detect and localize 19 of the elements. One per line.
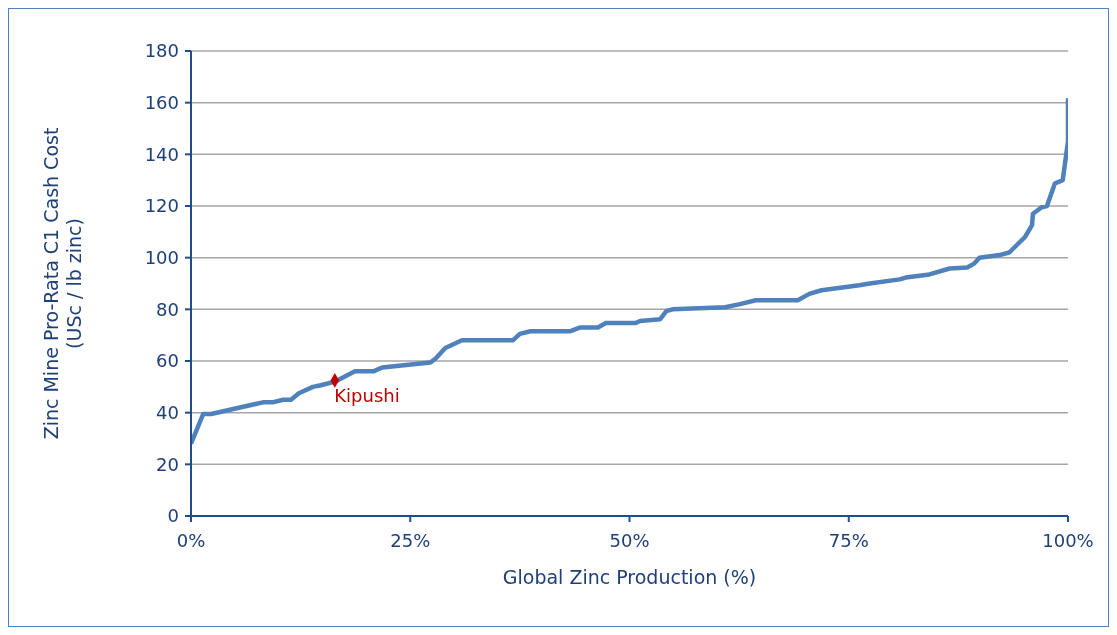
y-tick-label: 160	[144, 92, 179, 114]
x-tick-label: 75%	[828, 529, 869, 551]
y-tick-label: 120	[144, 195, 179, 217]
x-axis-title: Global Zinc Production (%)	[502, 566, 757, 588]
y-tick-label: 0	[167, 505, 179, 527]
y-tick-label: 60	[156, 350, 179, 372]
x-tick-label: 50%	[609, 529, 650, 551]
y-tick-label: 40	[156, 402, 179, 424]
y-tick-label: 180	[144, 40, 179, 62]
x-tick-label: 25%	[390, 529, 431, 551]
line-series	[191, 96, 1068, 446]
y-axis-title: Zinc Mine Pro-Rata C1 Cash Cost (USc / lb zinc)	[39, 127, 85, 440]
y-tick-label: 20	[156, 453, 179, 475]
x-tick-label: 0%	[176, 529, 206, 551]
y-tick-label: 140	[144, 143, 179, 165]
y-tick-label: 100	[144, 247, 179, 269]
x-tick-label: 100%	[1042, 529, 1094, 551]
series-label: Kipushi	[334, 385, 400, 407]
y-tick-label: 80	[156, 298, 179, 320]
